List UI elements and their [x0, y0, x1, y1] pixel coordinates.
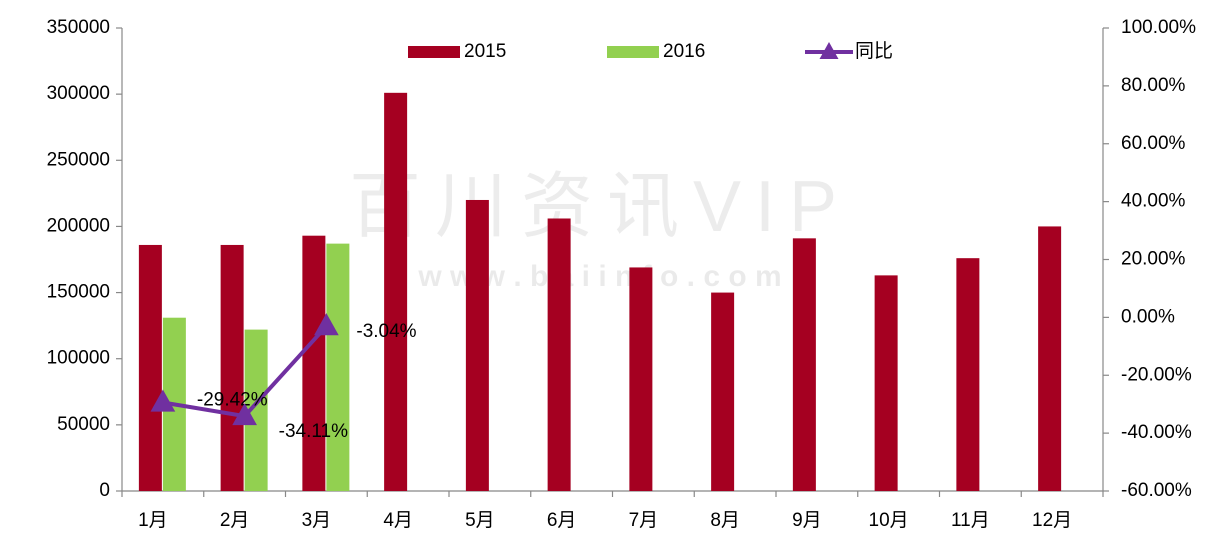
x-tick-label: 7月 — [629, 510, 659, 531]
data-label: -29.42% — [197, 390, 268, 411]
legend-label: 同比 — [855, 40, 893, 62]
x-tick-label: 8月 — [710, 510, 740, 531]
y-tick-label: 300000 — [47, 83, 110, 104]
bar — [792, 238, 816, 491]
bar — [629, 267, 653, 491]
legend-swatch — [607, 46, 659, 58]
x-tick-label: 3月 — [302, 510, 332, 531]
x-tick-label: 9月 — [792, 510, 822, 531]
x-tick-label: 12月 — [1032, 510, 1072, 531]
marker — [232, 403, 257, 426]
legend-label: 2015 — [464, 41, 506, 62]
y2-tick-label: -20.00% — [1121, 364, 1192, 385]
x-tick-label: 2月 — [220, 510, 250, 531]
x-tick-label: 10月 — [869, 510, 909, 531]
bar — [244, 329, 268, 491]
bar — [547, 218, 571, 491]
y2-tick-label: 0.00% — [1121, 306, 1175, 327]
marker — [150, 389, 176, 412]
bar — [326, 243, 350, 491]
legend-swatch — [408, 46, 460, 58]
legend-label: 2016 — [663, 41, 705, 62]
y2-tick-label: -40.00% — [1121, 422, 1192, 443]
x-tick-label: 4月 — [383, 510, 413, 531]
x-tick-label: 11月 — [951, 510, 990, 531]
y-tick-label: 0 — [99, 480, 110, 501]
bar — [711, 292, 735, 491]
bar — [465, 199, 489, 491]
x-tick-label: 6月 — [547, 510, 577, 531]
y2-tick-label: 100.00% — [1121, 17, 1196, 38]
x-tick-label: 5月 — [465, 510, 495, 531]
bar — [302, 235, 326, 491]
y-tick-label: 200000 — [47, 215, 110, 236]
marker — [314, 313, 339, 336]
bar — [384, 92, 408, 491]
data-label: -3.04% — [356, 321, 416, 342]
watermark: 百川资讯VIP — [349, 167, 851, 247]
data-label: -34.11% — [279, 421, 348, 442]
y-tick-label: 350000 — [47, 17, 110, 38]
y2-tick-label: 60.00% — [1121, 133, 1186, 154]
bar — [220, 244, 244, 491]
y-tick-label: 100000 — [47, 348, 110, 369]
bar — [1038, 226, 1062, 491]
y-tick-label: 250000 — [47, 149, 110, 170]
bar — [138, 244, 162, 491]
y2-tick-label: 20.00% — [1121, 249, 1186, 270]
x-tick-label: 1月 — [138, 510, 168, 531]
y2-tick-label: 40.00% — [1121, 191, 1186, 212]
y2-tick-label: -60.00% — [1121, 480, 1192, 501]
legend-swatch — [819, 42, 839, 59]
bar — [956, 258, 980, 491]
y-tick-label: 150000 — [47, 282, 110, 303]
y-tick-label: 50000 — [57, 414, 110, 435]
y2-tick-label: 80.00% — [1121, 75, 1186, 96]
bar — [874, 275, 898, 491]
